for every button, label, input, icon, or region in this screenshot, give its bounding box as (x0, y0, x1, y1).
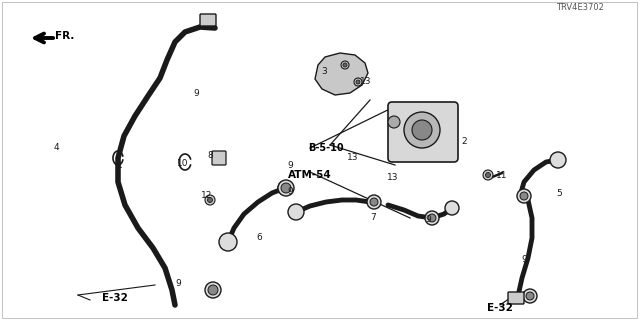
Text: 7: 7 (370, 213, 376, 222)
Circle shape (367, 195, 381, 209)
Circle shape (354, 78, 362, 86)
Circle shape (341, 61, 349, 69)
Text: 13: 13 (387, 173, 399, 182)
Circle shape (550, 152, 566, 168)
Text: 9: 9 (175, 278, 181, 287)
Circle shape (517, 189, 531, 203)
Circle shape (208, 285, 218, 295)
FancyBboxPatch shape (508, 292, 524, 304)
Text: 9: 9 (287, 188, 293, 196)
Circle shape (205, 195, 215, 205)
Circle shape (288, 204, 304, 220)
Text: 3: 3 (321, 68, 327, 76)
Text: 13: 13 (348, 153, 359, 162)
Text: 8: 8 (207, 150, 213, 159)
Circle shape (278, 181, 292, 195)
Text: 2: 2 (461, 138, 467, 147)
Text: 1: 1 (117, 161, 123, 170)
Circle shape (404, 112, 440, 148)
Polygon shape (315, 53, 368, 95)
Text: E-32: E-32 (487, 303, 513, 313)
Circle shape (205, 282, 221, 298)
Circle shape (526, 292, 534, 300)
Circle shape (486, 172, 490, 178)
Circle shape (425, 211, 439, 225)
Circle shape (412, 120, 432, 140)
Text: 9: 9 (287, 162, 293, 171)
Text: 11: 11 (496, 171, 508, 180)
Circle shape (370, 198, 378, 206)
Text: 9: 9 (521, 255, 527, 265)
Text: ATM-54: ATM-54 (288, 170, 332, 180)
Text: 12: 12 (202, 190, 212, 199)
Circle shape (207, 197, 212, 203)
Circle shape (343, 63, 347, 67)
Text: TRV4E3702: TRV4E3702 (556, 3, 604, 12)
Text: 13: 13 (360, 77, 372, 86)
Text: FR.: FR. (55, 31, 74, 41)
Circle shape (281, 183, 291, 193)
Circle shape (483, 170, 493, 180)
Circle shape (219, 233, 237, 251)
Text: 5: 5 (556, 188, 562, 197)
Text: 9: 9 (425, 215, 431, 225)
Text: 6: 6 (256, 233, 262, 242)
FancyBboxPatch shape (200, 14, 216, 26)
Circle shape (523, 289, 537, 303)
Text: B-5-10: B-5-10 (308, 143, 344, 153)
Circle shape (278, 180, 294, 196)
Text: 9: 9 (193, 90, 199, 99)
Text: E-32: E-32 (102, 293, 128, 303)
FancyBboxPatch shape (388, 102, 458, 162)
Circle shape (356, 80, 360, 84)
FancyBboxPatch shape (212, 151, 226, 165)
Circle shape (388, 116, 400, 128)
Circle shape (428, 214, 436, 222)
Circle shape (520, 192, 528, 200)
Text: 4: 4 (53, 143, 59, 153)
Circle shape (445, 201, 459, 215)
Text: 10: 10 (177, 158, 189, 167)
